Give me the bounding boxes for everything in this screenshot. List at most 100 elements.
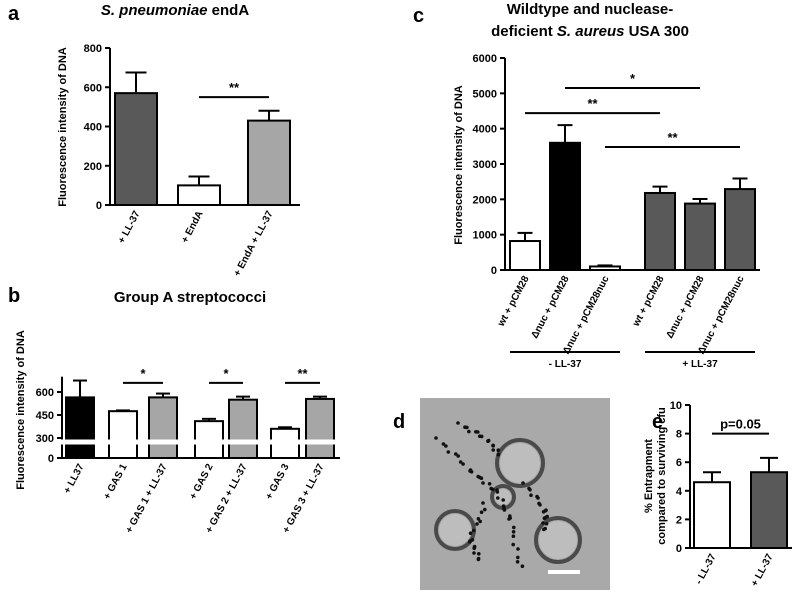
gold-particle	[512, 525, 516, 530]
gold-particle	[472, 528, 476, 533]
y-tick-label: 0	[96, 200, 102, 212]
bar	[644, 191, 676, 271]
bar	[693, 481, 731, 549]
gold-particle	[472, 546, 477, 550]
vesicle-core	[539, 521, 577, 559]
y-tick-label: 2	[676, 514, 682, 526]
bar	[148, 396, 178, 460]
vesicle-core	[495, 489, 511, 505]
bar	[177, 184, 221, 206]
y-tick-label: 450	[36, 410, 54, 422]
gold-particle	[542, 527, 546, 532]
gold-particle	[491, 448, 496, 452]
gold-particle	[511, 534, 516, 538]
gold-particle	[487, 482, 492, 486]
chart-title: Group A streptococci	[114, 289, 266, 306]
y-tick-label: 5000	[473, 88, 497, 100]
gold-particle	[456, 454, 461, 458]
gold-particle	[461, 462, 465, 466]
gold-particle	[496, 448, 501, 453]
bar	[247, 119, 291, 206]
gold-particle	[538, 503, 542, 507]
y-tick-label: 600	[36, 387, 54, 399]
y-tick-label: 8	[676, 429, 682, 441]
significance-label: p=0.05	[720, 417, 761, 432]
title-part: S. pneumoniae	[101, 2, 208, 19]
vesicle	[534, 516, 582, 564]
panel-letter: e	[652, 411, 663, 433]
gold-particle	[491, 444, 495, 448]
gold-particle	[467, 429, 471, 434]
gold-particle	[496, 452, 501, 457]
y-tick-label: 0	[48, 453, 54, 465]
gold-particle	[481, 501, 485, 505]
vesicle-core	[500, 443, 540, 483]
x-tick-label: - LL-37	[694, 552, 719, 586]
vesicle-core	[439, 514, 471, 546]
gold-particle	[458, 460, 463, 464]
gold-particle	[468, 531, 473, 535]
panel-letter: a	[8, 3, 20, 25]
x-tick-label: + GAS 1	[102, 462, 130, 502]
gold-particle	[541, 521, 545, 525]
bar	[305, 397, 335, 460]
gold-particle	[516, 555, 520, 560]
significance-label: *	[223, 366, 229, 381]
y-tick-label: 800	[84, 43, 102, 55]
y-tick-label: 0	[676, 543, 682, 555]
significance-label: **	[297, 366, 308, 381]
gold-particle	[507, 517, 511, 521]
gold-particle	[477, 552, 481, 556]
x-tick-label: Δnuc + pCM28	[529, 274, 571, 341]
gold-particle	[536, 496, 540, 500]
y-tick-label: 6000	[473, 53, 497, 65]
gold-particle	[465, 425, 469, 430]
gold-particle	[481, 481, 485, 485]
gold-particle	[469, 470, 474, 474]
gold-particle	[541, 510, 546, 514]
x-tick-label: + LL-37	[749, 552, 775, 589]
gold-particle	[502, 508, 507, 512]
x-tick-label: + EndA + LL-37	[232, 209, 276, 278]
panel-letter: b	[8, 285, 20, 307]
gold-particle	[468, 540, 472, 544]
chart-title: Wildtype and nuclease-	[507, 1, 674, 18]
bar	[589, 265, 621, 272]
y-tick-label: 1000	[473, 230, 497, 242]
y-axis-label: Fluorescence intensity of DNA	[15, 330, 27, 490]
x-tick-label: + LL-37	[116, 209, 142, 246]
gold-particle	[453, 452, 458, 456]
gold-particle	[511, 542, 515, 547]
x-tick-label: Δnuc + pCM28nuc	[561, 274, 612, 356]
gold-particle	[542, 516, 547, 520]
gold-particle	[479, 510, 484, 514]
group-label: + LL-37	[682, 359, 718, 370]
y-tick-label: 600	[84, 82, 102, 94]
significance-label: **	[587, 96, 598, 111]
chart-title: deficient S. aureus USA 300	[491, 23, 689, 40]
group-label: - LL-37	[549, 359, 582, 370]
significance-label: *	[630, 71, 636, 86]
title-part: deficient	[491, 23, 557, 40]
y-axis-label: compared to surviving cfu	[656, 407, 668, 545]
bar	[228, 398, 258, 459]
x-tick-label: + GAS 2	[188, 462, 216, 502]
y-tick-label: 0	[491, 265, 497, 277]
x-tick-label: + GAS 3	[264, 462, 292, 502]
significance-label: **	[229, 80, 240, 95]
bar	[108, 410, 138, 459]
gold-particle	[444, 444, 448, 448]
y-tick-label: 400	[84, 122, 102, 134]
bar	[684, 202, 716, 271]
gold-particle	[483, 507, 487, 512]
gold-particle	[520, 564, 525, 568]
bar	[65, 396, 95, 460]
gold-particle	[479, 476, 484, 481]
vesicle	[495, 438, 545, 488]
gold-particle	[495, 490, 500, 494]
gold-particle	[521, 481, 525, 485]
y-tick-label: 6	[676, 457, 682, 469]
x-tick-label: Δnuc + pCM28	[664, 274, 706, 341]
gold-particle	[476, 430, 480, 434]
